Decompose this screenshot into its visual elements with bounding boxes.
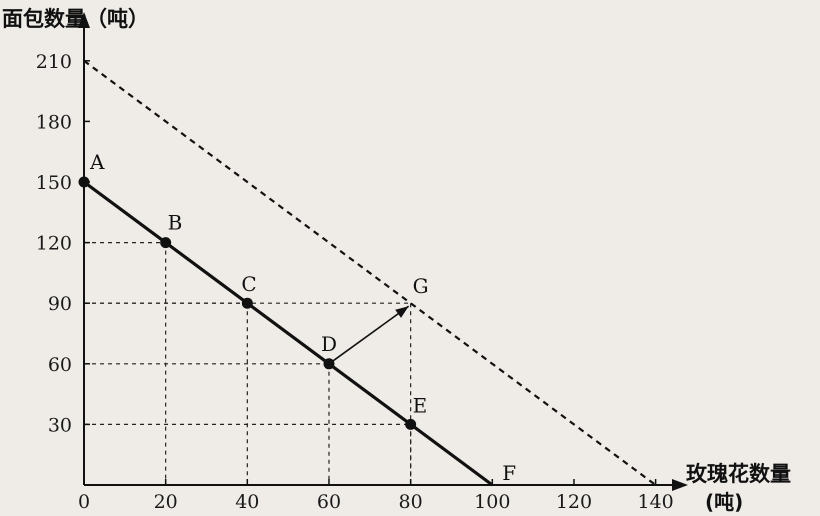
- point-marker-b: [160, 237, 172, 249]
- x-tick-label: 80: [399, 491, 423, 513]
- y-tick-label: 60: [48, 354, 72, 376]
- y-tick-label: 210: [36, 51, 72, 73]
- point-marker-a: [78, 176, 90, 188]
- point-marker-d: [323, 358, 335, 370]
- frontier-line-solid: [83, 180, 494, 487]
- arrow-d-to-g: [328, 305, 410, 365]
- frontier-line-dashed: [83, 59, 657, 486]
- point-label-b: B: [168, 211, 183, 235]
- y-tick-label: 180: [36, 111, 72, 133]
- y-tick-label: 30: [48, 414, 72, 436]
- y-axis-title: 面包数量（吨）: [2, 7, 149, 31]
- y-tick-label: 90: [48, 293, 72, 315]
- axes: 0 20 40 60 80 100 120 140 30 60 90 120 150 180 210: [36, 12, 688, 513]
- point-label-f: F: [502, 461, 516, 485]
- x-tick-label: 120: [556, 491, 592, 513]
- y-tick-label: 120: [36, 233, 72, 255]
- point-label-d: D: [321, 332, 337, 356]
- point-label-g: G: [413, 274, 429, 298]
- arrow-d-to-g-head: [395, 306, 409, 318]
- x-tick-label: 140: [637, 491, 673, 513]
- point-marker-e: [405, 418, 417, 430]
- series-lines: [83, 59, 657, 487]
- x-tick-label: 60: [317, 491, 341, 513]
- point-label-c: C: [241, 272, 256, 296]
- x-axis-arrowhead: [672, 479, 688, 491]
- x-tick-label: 100: [474, 491, 510, 513]
- guide-lines: [84, 242, 412, 485]
- x-tick-label: 20: [154, 491, 178, 513]
- point-label-a: A: [89, 150, 105, 174]
- x-axis-title: 玫瑰花数量: [686, 462, 791, 486]
- x-tick-label: 0: [78, 491, 90, 513]
- y-tick-label: 150: [36, 172, 72, 194]
- x-tick-label: 40: [235, 491, 259, 513]
- point-label-e: E: [413, 393, 428, 417]
- x-axis-unit: (吨): [705, 490, 743, 514]
- data-points: A B C D E F G: [78, 150, 516, 485]
- point-marker-c: [241, 297, 253, 309]
- y-axis-arrowhead: [78, 12, 90, 28]
